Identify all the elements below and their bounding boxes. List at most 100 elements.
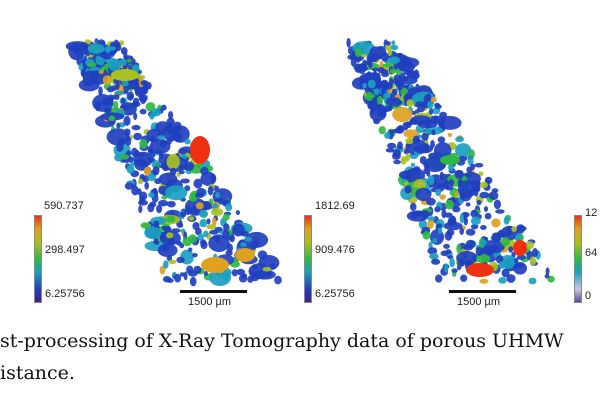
particle [106, 86, 115, 93]
particle [379, 60, 384, 69]
particle [498, 261, 506, 269]
particle [544, 274, 550, 279]
particle [244, 231, 269, 248]
particle [427, 247, 438, 255]
particle [192, 253, 198, 258]
particle [166, 200, 176, 208]
particle [247, 275, 254, 283]
particle-highlight [190, 136, 210, 164]
particle-highlight [466, 263, 494, 277]
particle [435, 274, 443, 283]
particle [145, 102, 156, 112]
particle [136, 74, 146, 80]
particle [528, 277, 537, 285]
particle [174, 273, 182, 283]
particle [459, 186, 473, 202]
particle [120, 98, 126, 104]
particle [193, 178, 203, 189]
particle [240, 242, 247, 248]
colorbar-middle-max: 1812.69 [315, 200, 355, 212]
particle [87, 43, 105, 54]
particle [398, 54, 408, 64]
particle [444, 263, 449, 273]
particle [203, 230, 209, 238]
particle [366, 71, 372, 78]
particle [371, 67, 380, 72]
particle [435, 188, 442, 197]
particle [455, 143, 472, 158]
particle [139, 195, 145, 201]
particle [149, 112, 155, 120]
particle [199, 209, 209, 218]
particle [124, 182, 134, 190]
particle [235, 210, 240, 216]
particle [134, 158, 148, 171]
particle [367, 79, 376, 89]
particle [445, 199, 455, 210]
particle [545, 267, 550, 276]
particle [451, 268, 458, 273]
particle [381, 72, 389, 77]
particle [426, 197, 436, 206]
particle [409, 202, 417, 211]
particle [385, 148, 395, 153]
particle [159, 139, 167, 148]
particle [374, 88, 380, 96]
particle [386, 82, 393, 90]
particle [378, 126, 386, 135]
particle [426, 93, 432, 102]
particle [480, 240, 505, 254]
particle [113, 100, 119, 111]
particle [184, 161, 195, 171]
particle [133, 112, 138, 121]
particle [180, 228, 186, 233]
particle [506, 274, 516, 283]
particle [532, 248, 538, 258]
particle-highlight [513, 240, 527, 256]
particle [414, 69, 419, 77]
particle [452, 206, 461, 213]
particle [380, 84, 389, 90]
particle [200, 166, 209, 176]
particle [158, 172, 178, 186]
particle [127, 58, 132, 63]
particle [114, 93, 120, 101]
particle [493, 199, 501, 210]
particle [231, 269, 238, 277]
particle [385, 98, 395, 106]
particle [166, 215, 176, 223]
particle [184, 138, 191, 145]
particle [367, 102, 377, 109]
particle [439, 111, 447, 118]
particle [420, 210, 430, 219]
particle [376, 76, 382, 83]
particle [179, 148, 187, 155]
particle [161, 225, 171, 231]
particle [200, 239, 207, 246]
particle [98, 86, 103, 96]
particle [209, 229, 219, 235]
particle [143, 166, 152, 176]
particle [448, 179, 455, 187]
particle [391, 40, 396, 46]
particle [206, 218, 211, 225]
particle [211, 217, 217, 227]
particle [357, 63, 367, 71]
particle [495, 209, 505, 214]
particle [503, 216, 510, 225]
particle [189, 276, 197, 287]
particle [449, 257, 455, 268]
particle [427, 100, 434, 109]
particle [444, 212, 453, 218]
particle [459, 213, 465, 224]
particle [159, 265, 166, 275]
particle [148, 192, 155, 198]
particle [389, 68, 397, 74]
particle [443, 221, 463, 231]
particle [229, 234, 235, 243]
particle [162, 276, 172, 283]
particle [195, 192, 205, 199]
particle [439, 171, 444, 180]
particle [152, 108, 162, 117]
particle [427, 216, 436, 221]
